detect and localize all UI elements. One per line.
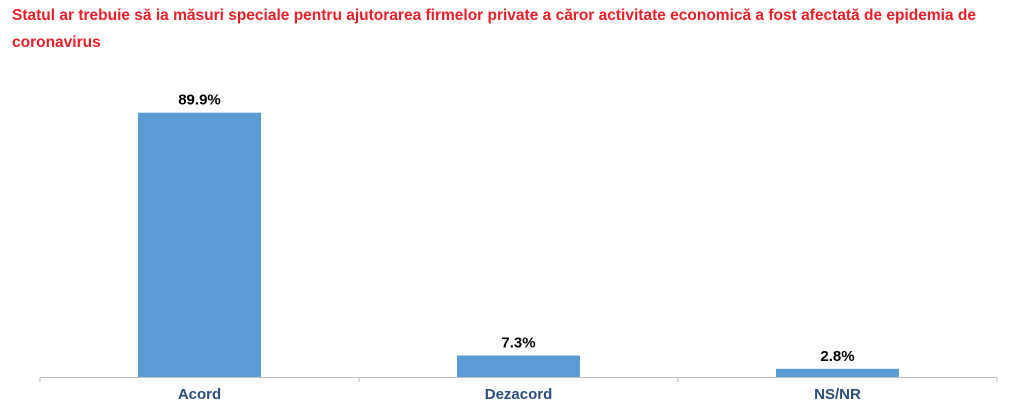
- bar-dezacord: [457, 355, 580, 377]
- bar-value-label: 89.9%: [178, 92, 221, 109]
- category-labels-group: Acord Dezacord NS/NR: [178, 386, 861, 403]
- category-label: Acord: [178, 386, 221, 403]
- x-axis-ticks: [39, 377, 998, 382]
- category-label: NS/NR: [814, 386, 861, 403]
- bar-acord: [138, 112, 261, 377]
- category-label: Dezacord: [485, 386, 553, 403]
- bar-value-label: 7.3%: [501, 335, 535, 352]
- bar-ns-nr: [776, 368, 899, 377]
- value-labels-group: 89.9% 7.3% 2.8%: [178, 92, 854, 365]
- bar-value-label: 2.8%: [820, 348, 854, 365]
- chart-title: Statul ar trebuie să ia măsuri speciale …: [12, 7, 976, 51]
- bars-group: [138, 112, 899, 377]
